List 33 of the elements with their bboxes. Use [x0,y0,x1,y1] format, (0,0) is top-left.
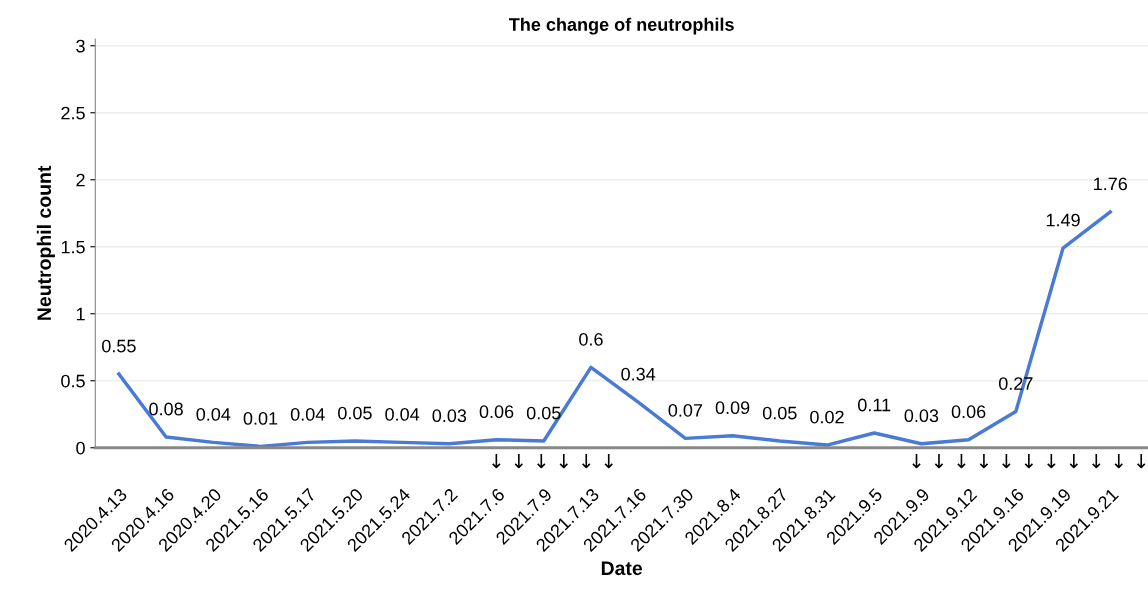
data-label: 0.04 [385,407,420,421]
data-label: 0.05 [526,406,561,420]
y-axis-title: Neutrophil count [36,165,55,320]
data-label: 1.76 [1094,177,1128,191]
chart-title: The change of neutrophils [509,17,734,35]
data-label: 0.34 [621,367,656,381]
data-label: 0.09 [715,401,750,415]
y-tick-label: 1.5 [61,240,85,254]
y-tick-label: 0.5 [61,374,85,388]
y-tick-label: 0 [76,441,85,455]
data-label: 0.02 [810,410,844,424]
text: ↓ ↓ ↓ ↓ ↓ ↓ ↓ ↓ ↓ ↓ ↓ [912,453,1146,469]
text: ↓ ↓ ↓ ↓ ↓ ↓ [492,453,613,469]
data-label: 0.08 [149,402,183,416]
data-label: 1.49 [1046,213,1080,227]
y-tick-label: 1 [76,307,85,321]
data-label: 0.06 [479,405,514,419]
data-label: 0.03 [432,409,467,423]
data-label: 0.55 [102,339,136,353]
data-label: 0.04 [290,407,325,421]
data-label: 0.06 [951,405,986,419]
data-label: 0.07 [668,403,703,417]
data-label: 0.03 [904,409,939,423]
y-tick-label: 2.5 [61,106,85,120]
data-label: 0.05 [762,406,797,420]
data-label: 0.04 [196,407,231,421]
data-label: 0.11 [858,398,891,412]
data-label: 0.6 [579,332,603,346]
y-tick-label: 3 [76,39,85,53]
data-label: 0.05 [338,406,372,420]
data-label: 0.01 [243,412,278,425]
y-tick-label: 2 [76,173,85,187]
x-axis-title: Date [601,561,643,576]
